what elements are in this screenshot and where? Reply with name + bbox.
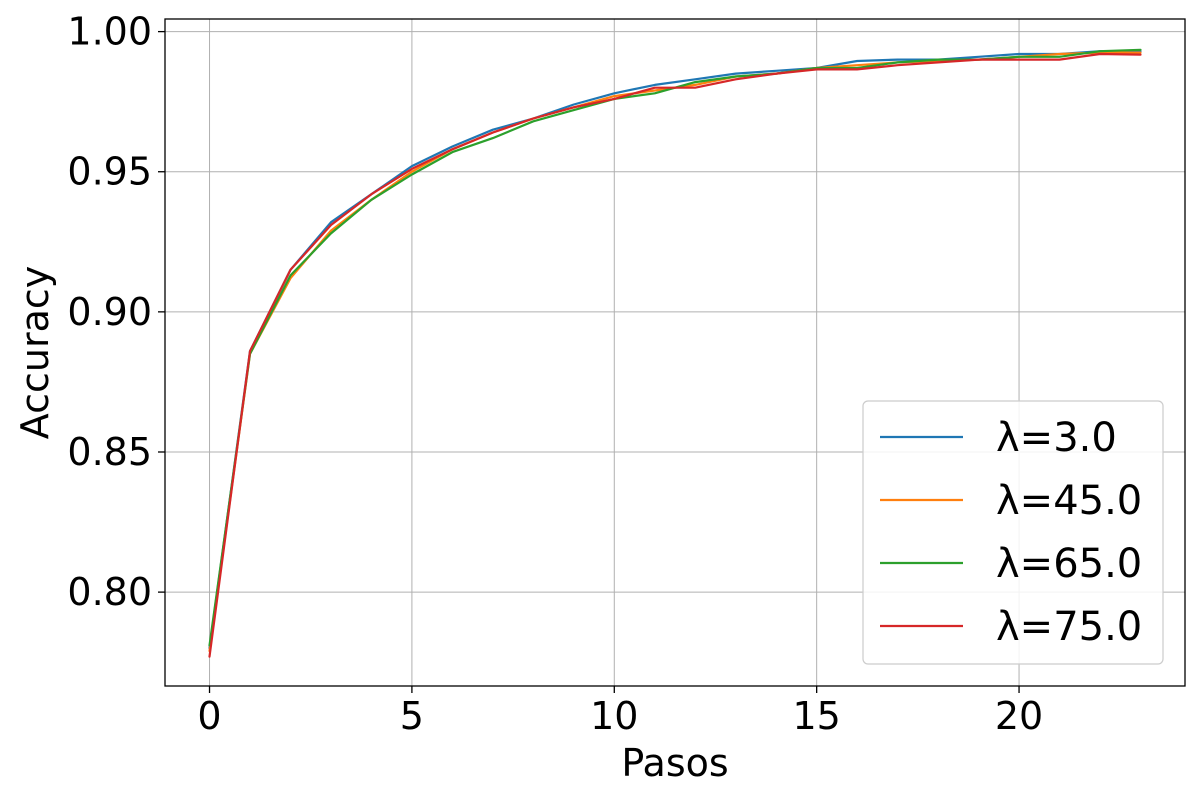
x-tick-label: 15 [792, 694, 840, 738]
grid [165, 19, 1185, 686]
y-tick-label: 1.00 [67, 10, 152, 54]
legend-box [862, 400, 1164, 665]
legend-label: λ=75.0 [996, 604, 1142, 650]
series-group [208, 48, 1142, 658]
series-line-3 [208, 52, 1142, 658]
plot-frame [164, 18, 1186, 687]
ticks: 0 5 10 15 20 0.80 0.85 0.90 0.95 1.00 [67, 10, 1043, 738]
x-tick-label: 20 [995, 694, 1043, 738]
y-tick-label: 0.80 [67, 570, 152, 614]
y-axis-label: Accuracy [13, 266, 57, 440]
x-tick-label: 0 [197, 694, 221, 738]
legend: λ=3.0 λ=45.0 λ=65.0 λ=75.0 [862, 400, 1164, 665]
y-tick-label: 0.85 [67, 430, 152, 474]
legend-label: λ=3.0 [996, 415, 1117, 461]
y-tick-label: 0.90 [67, 290, 152, 334]
legend-label: λ=45.0 [996, 478, 1142, 524]
x-axis-label: Pasos [621, 741, 728, 785]
x-tick-label: 5 [400, 694, 424, 738]
legend-label: λ=65.0 [996, 541, 1142, 587]
y-tick-label: 0.95 [67, 150, 152, 194]
x-tick-label: 10 [590, 694, 638, 738]
